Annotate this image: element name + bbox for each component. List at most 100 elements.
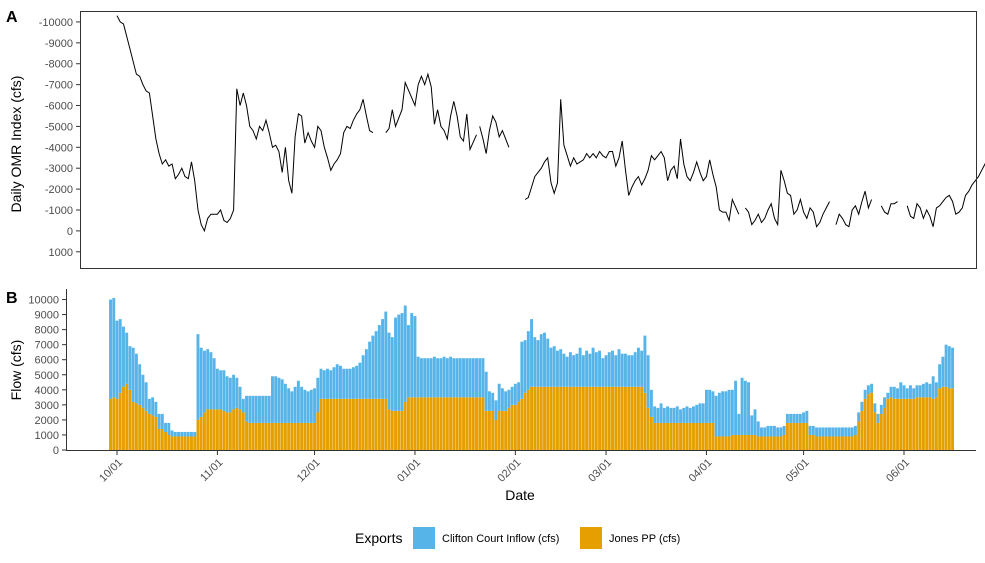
bar-jones-pp — [653, 422, 657, 450]
bar-jones-pp — [607, 386, 611, 450]
panel-b-y-tick-label: 9000 — [35, 310, 59, 322]
omr-index-line-segment — [906, 162, 985, 227]
bar-jones-pp — [131, 401, 135, 450]
bar-clifton-court-inflow — [335, 364, 339, 399]
bar-jones-pp — [662, 422, 666, 450]
bar-jones-pp — [805, 422, 809, 450]
bar-clifton-court-inflow — [941, 356, 945, 387]
bar-jones-pp — [397, 410, 401, 450]
panel-b-x-tick-label: 06/01 — [884, 457, 912, 485]
bar-clifton-court-inflow — [348, 368, 352, 399]
bar-clifton-court-inflow — [834, 427, 838, 437]
bar-clifton-court-inflow — [423, 358, 427, 398]
bar-clifton-court-inflow — [180, 431, 184, 437]
legend-title: Exports — [355, 530, 402, 546]
bar-clifton-court-inflow — [426, 358, 430, 398]
bar-jones-pp — [763, 436, 767, 450]
bar-clifton-court-inflow — [491, 392, 495, 411]
bar-clifton-court-inflow — [293, 386, 297, 423]
bar-clifton-court-inflow — [701, 403, 705, 423]
bar-clifton-court-inflow — [724, 391, 728, 437]
panel-b-x-tick-label: 02/01 — [496, 457, 524, 485]
bar-clifton-court-inflow — [870, 383, 874, 393]
bar-clifton-court-inflow — [400, 313, 404, 411]
bar-clifton-court-inflow — [568, 352, 572, 387]
bar-jones-pp — [802, 422, 806, 450]
bar-jones-pp — [857, 421, 861, 450]
bar-jones-pp — [322, 398, 326, 450]
bar-jones-pp — [517, 401, 521, 450]
bar-jones-pp — [416, 397, 420, 450]
bar-clifton-court-inflow — [235, 377, 239, 408]
bar-clifton-court-inflow — [193, 431, 197, 437]
bar-jones-pp — [750, 434, 754, 450]
bar-jones-pp — [873, 412, 877, 450]
bar-jones-pp — [899, 398, 903, 450]
bar-clifton-court-inflow — [591, 347, 595, 387]
bar-jones-pp — [850, 436, 854, 450]
bar-clifton-court-inflow — [721, 391, 725, 437]
bar-jones-pp — [565, 386, 569, 450]
bar-clifton-court-inflow — [530, 319, 533, 387]
bar-jones-pp — [831, 436, 835, 450]
legend-swatch-clifton-court-inflow — [413, 527, 435, 549]
bar-clifton-court-inflow — [743, 380, 747, 435]
bar-clifton-court-inflow — [151, 397, 155, 416]
bar-jones-pp — [630, 386, 634, 450]
panel-b-x-tick-label: 03/01 — [586, 457, 614, 485]
bar-jones-pp — [624, 386, 627, 450]
bar-clifton-court-inflow — [734, 380, 738, 435]
bar-clifton-court-inflow — [905, 388, 909, 399]
bar-jones-pp — [792, 422, 796, 450]
bar-clifton-court-inflow — [543, 332, 546, 387]
bar-clifton-court-inflow — [853, 425, 857, 435]
bar-jones-pp — [533, 386, 537, 450]
bar-jones-pp — [122, 386, 125, 450]
bar-jones-pp — [267, 422, 271, 450]
bar-jones-pp — [717, 436, 721, 450]
bar-jones-pp — [384, 398, 388, 450]
bar-jones-pp — [368, 398, 372, 450]
bar-jones-pp — [704, 422, 708, 450]
bar-clifton-court-inflow — [649, 389, 653, 417]
bar-jones-pp — [410, 397, 414, 450]
bar-clifton-court-inflow — [475, 358, 478, 398]
omr-index-line-segment — [479, 114, 510, 154]
panel-b-y-tick-label: 7000 — [35, 340, 59, 352]
bar-clifton-court-inflow — [160, 413, 164, 429]
bar-jones-pp — [798, 422, 802, 450]
bar-jones-pp — [507, 407, 511, 450]
omr-index-line-segment — [116, 15, 374, 233]
bar-jones-pp — [853, 434, 857, 450]
bar-clifton-court-inflow — [526, 331, 530, 390]
bar-jones-pp — [283, 422, 287, 450]
bar-jones-pp — [876, 422, 880, 450]
panel-a-y-tick-label: -8000 — [45, 59, 73, 71]
bar-clifton-court-inflow — [394, 317, 397, 411]
bar-jones-pp — [931, 398, 935, 450]
bar-clifton-court-inflow — [157, 413, 161, 429]
panel-a-y-tick-label: -10000 — [39, 17, 73, 29]
bar-jones-pp — [679, 422, 682, 450]
bar-clifton-court-inflow — [805, 410, 809, 423]
bar-clifton-court-inflow — [319, 368, 323, 399]
bar-jones-pp — [199, 416, 203, 450]
bar-jones-pp — [546, 386, 550, 450]
bar-jones-pp — [669, 422, 673, 450]
bar-jones-pp — [251, 422, 255, 450]
bar-clifton-court-inflow — [455, 358, 459, 398]
bar-clifton-court-inflow — [902, 385, 906, 399]
bar-clifton-court-inflow — [698, 403, 702, 423]
bar-jones-pp — [737, 434, 741, 450]
bar-clifton-court-inflow — [866, 385, 870, 395]
bar-jones-pp — [125, 383, 129, 450]
bar-jones-pp — [539, 386, 543, 450]
bar-clifton-court-inflow — [387, 332, 391, 410]
bar-jones-pp — [951, 388, 955, 450]
bar-jones-pp — [271, 422, 274, 450]
bar-clifton-court-inflow — [277, 377, 281, 423]
bar-jones-pp — [701, 422, 705, 450]
bar-clifton-court-inflow — [322, 370, 326, 399]
bar-jones-pp — [698, 422, 702, 450]
bar-clifton-court-inflow — [828, 427, 831, 437]
